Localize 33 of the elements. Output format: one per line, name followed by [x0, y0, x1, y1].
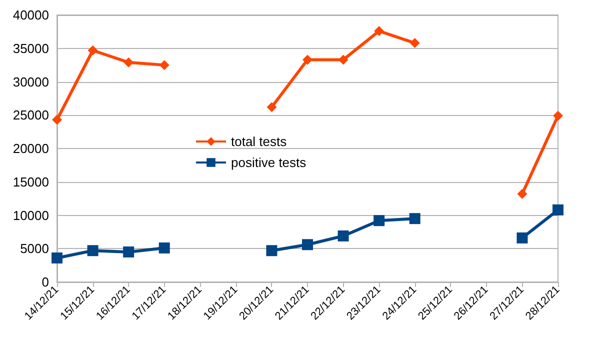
point [516, 232, 528, 244]
point [338, 54, 348, 65]
point [374, 215, 385, 226]
point [553, 110, 563, 121]
point [266, 245, 278, 256]
y-tick-label: 25000 [12, 108, 49, 123]
point [302, 54, 312, 65]
point [88, 45, 98, 56]
point [87, 245, 98, 256]
y-tick-label: 40000 [12, 8, 49, 22]
point [409, 213, 420, 224]
y-tick-label: 20000 [12, 141, 49, 156]
legend-label: total tests [231, 134, 288, 149]
y-tick-label: 35000 [12, 40, 49, 56]
point [517, 188, 528, 199]
point [123, 246, 134, 258]
y-tick-label: 5000 [20, 241, 49, 256]
y-tick-label: 15000 [12, 174, 49, 190]
point [552, 204, 564, 216]
point [302, 239, 313, 250]
point [266, 102, 277, 112]
legend-label: positive tests [231, 155, 307, 170]
point [124, 57, 134, 68]
y-tick-label: 0 [42, 274, 49, 290]
y-tick-label: 30000 [12, 74, 49, 90]
point [338, 230, 349, 242]
point [158, 242, 170, 254]
y-tick-label: 10000 [12, 208, 49, 223]
point [410, 38, 420, 48]
point [374, 26, 384, 36]
point [159, 60, 170, 70]
point [52, 252, 62, 264]
point [52, 114, 62, 125]
